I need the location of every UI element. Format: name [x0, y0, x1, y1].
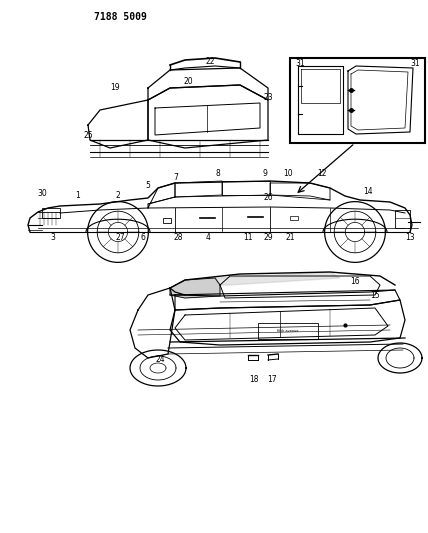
Bar — [290, 216, 298, 220]
Text: 22: 22 — [205, 58, 215, 67]
Text: 5: 5 — [146, 182, 150, 190]
Text: 28: 28 — [173, 232, 183, 241]
Text: 31: 31 — [410, 60, 420, 69]
Bar — [258, 323, 318, 339]
Text: 17: 17 — [267, 376, 277, 384]
Text: 24: 24 — [155, 356, 165, 365]
Text: 29: 29 — [263, 232, 273, 241]
Text: 16: 16 — [350, 278, 360, 287]
Text: 25: 25 — [83, 131, 93, 140]
Text: 6: 6 — [140, 232, 146, 241]
Text: 7: 7 — [174, 174, 178, 182]
Bar — [42, 208, 60, 218]
Text: 27: 27 — [115, 232, 125, 241]
Text: 20: 20 — [183, 77, 193, 86]
Text: 18: 18 — [249, 376, 259, 384]
Text: 15: 15 — [370, 292, 380, 301]
Text: 8: 8 — [216, 169, 220, 179]
Bar — [163, 218, 171, 223]
Polygon shape — [215, 272, 340, 285]
Text: 14: 14 — [363, 188, 373, 197]
Text: 11: 11 — [243, 232, 253, 241]
Text: 23: 23 — [263, 93, 273, 102]
Text: 31: 31 — [295, 60, 305, 69]
Polygon shape — [170, 278, 220, 298]
Text: 13: 13 — [405, 232, 415, 241]
Text: 2: 2 — [116, 191, 120, 200]
Text: 12: 12 — [317, 169, 327, 179]
Text: 3: 3 — [51, 232, 56, 241]
Text: 26: 26 — [263, 192, 273, 201]
Text: 4: 4 — [205, 232, 211, 241]
Text: 19: 19 — [110, 84, 120, 93]
Text: fifth avenue: fifth avenue — [277, 329, 299, 333]
Text: 30: 30 — [37, 189, 47, 198]
Text: 9: 9 — [262, 169, 268, 179]
Text: 7188 5009: 7188 5009 — [94, 12, 146, 22]
Bar — [395, 210, 410, 228]
Text: 21: 21 — [285, 232, 295, 241]
Text: 10: 10 — [283, 169, 293, 179]
Text: 1: 1 — [76, 191, 80, 200]
Bar — [290, 58, 425, 143]
